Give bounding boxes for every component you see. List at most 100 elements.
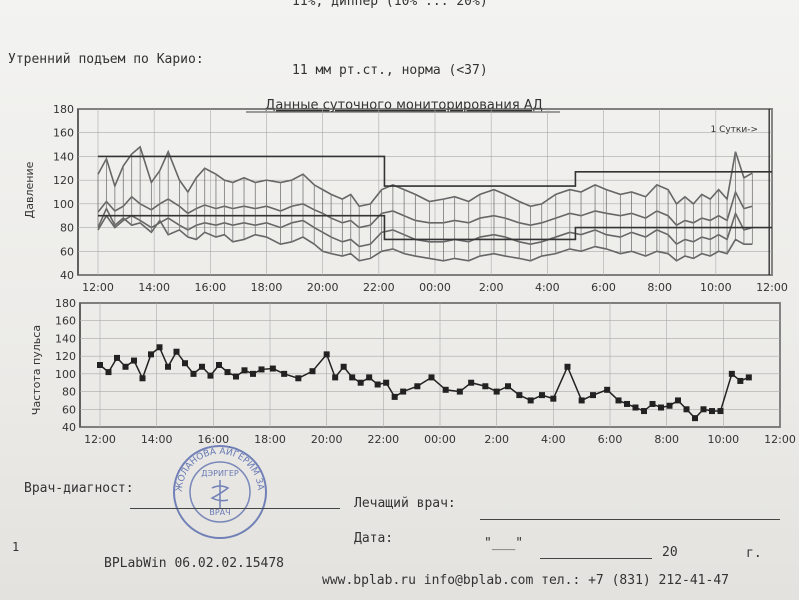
doctor-diagnost-label: Врач-диагност: <box>24 481 134 496</box>
header-line1-value: 11%, диппер (10% ... 20%) <box>292 0 488 9</box>
pulse-xtick: 2:00 <box>484 433 509 446</box>
pulse-point <box>182 360 188 367</box>
pulse-point <box>468 379 475 386</box>
pulse-point <box>516 392 523 399</box>
bp-ytick: 120 <box>53 174 74 187</box>
pulse-point <box>156 344 163 351</box>
pulse-point <box>258 366 265 373</box>
pulse-point <box>250 370 256 377</box>
morning-rise-value: 11 мм рт.ст., норма (<37) <box>292 63 488 78</box>
attending-doctor-line <box>480 519 780 520</box>
bp-ytick: 160 <box>53 127 74 140</box>
pulse-point <box>295 375 302 382</box>
bp-xtick: 18:00 <box>251 281 283 294</box>
bp-xtick: 6:00 <box>591 281 616 294</box>
pulse-xtick: 6:00 <box>598 433 623 446</box>
pulse-point <box>207 372 214 379</box>
pulse-point <box>564 363 571 370</box>
date-label: Дата: <box>354 531 394 546</box>
pulse-point <box>737 377 744 384</box>
pulse-xtick: 18:00 <box>254 433 286 446</box>
bp-xtick: 12:00 <box>82 281 114 294</box>
pulse-xtick: 00:00 <box>424 433 456 446</box>
pulse-point <box>624 400 630 407</box>
pulse-point <box>550 395 557 402</box>
stamp-text-mid: ДЭРИГЕР <box>201 469 239 478</box>
stamp-text-low: ВРАЧ <box>209 508 230 517</box>
pulse-point <box>456 388 463 395</box>
pulse-point <box>666 402 673 409</box>
pulse-point <box>216 362 222 368</box>
pulse-point <box>745 374 752 381</box>
bp-chart: Данные суточного мониторирования АД Давл… <box>23 98 788 294</box>
bp-ytick: 180 <box>53 103 74 116</box>
pulse-point <box>281 370 288 377</box>
bp-xtick: 22:00 <box>363 281 395 294</box>
pulse-xtick: 20:00 <box>311 433 343 446</box>
pulse-point <box>139 375 146 382</box>
bp-xtick: 12:00 <box>756 281 788 294</box>
pulse-point <box>340 363 347 370</box>
pulse-ytick: 80 <box>62 386 76 399</box>
bp-ytick: 60 <box>60 245 74 258</box>
pulse-point <box>122 363 129 370</box>
pulse-point <box>728 370 735 377</box>
pulse-point <box>165 363 171 370</box>
bp-xtick: 8:00 <box>647 281 672 294</box>
pulse-point <box>482 383 489 390</box>
date-month-line <box>540 558 652 559</box>
pulse-point <box>199 363 205 370</box>
pulse-point <box>323 351 330 358</box>
bp-ylabel: Давление <box>23 161 36 218</box>
pulse-point <box>148 351 154 358</box>
attending-doctor-label: Лечащий врач: <box>354 496 456 511</box>
pulse-ytick: 60 <box>62 403 76 416</box>
pulse-point <box>675 397 681 404</box>
pulse-point <box>493 388 500 395</box>
date-year-suffix: г. <box>746 546 762 561</box>
bp-xtick: 14:00 <box>138 281 170 294</box>
pulse-point <box>692 415 698 422</box>
pulse-point <box>590 392 596 399</box>
morning-rise-label: Утренний подъем по Карио: <box>8 52 204 67</box>
software-version: BPLabWin 06.02.02.15478 <box>104 556 285 571</box>
pulse-point <box>383 379 390 386</box>
pulse-point <box>632 404 639 411</box>
bp-xtick: 16:00 <box>194 281 226 294</box>
pulse-point <box>224 369 231 376</box>
pulse-point <box>505 383 511 390</box>
pulse-point <box>190 370 197 377</box>
bp-ytick: 40 <box>60 269 74 282</box>
pulse-point <box>641 408 647 415</box>
pulse-point <box>309 368 316 375</box>
pulse-point <box>649 400 656 407</box>
pulse-plot-area: 40 60 80 100 120 140 160 180 12:00 14:00 16:00 18:0… <box>55 297 796 446</box>
pulse-point <box>374 381 381 388</box>
bp-systolic-limit-line <box>98 155 772 187</box>
pulse-ytick: 100 <box>55 368 76 381</box>
bp-annotation: 1 Сутки-> <box>710 125 758 135</box>
pulse-point <box>349 374 356 381</box>
date-year: 20 <box>662 545 678 560</box>
bp-chart-title: Данные суточного мониторирования АД <box>265 98 543 113</box>
pulse-xtick: 12:00 <box>764 433 796 446</box>
pulse-point <box>400 388 407 395</box>
pulse-xtick: 22:00 <box>367 433 399 446</box>
pulse-point <box>709 408 715 415</box>
pulse-point <box>105 369 112 376</box>
pulse-point <box>615 397 622 404</box>
pulse-point <box>539 392 545 399</box>
bp-xtick: 00:00 <box>419 281 451 294</box>
pulse-xtick: 10:00 <box>707 433 739 446</box>
pulse-point <box>332 374 339 381</box>
pulse-point <box>717 408 724 415</box>
pulse-point <box>269 365 276 372</box>
pulse-point <box>233 373 239 380</box>
pulse-ylabel: Частота пульса <box>30 325 43 415</box>
pulse-point <box>428 374 435 381</box>
pulse-point <box>114 354 120 361</box>
pulse-point <box>658 404 664 411</box>
pulse-point <box>357 379 364 386</box>
date-day: "___" <box>484 536 524 551</box>
